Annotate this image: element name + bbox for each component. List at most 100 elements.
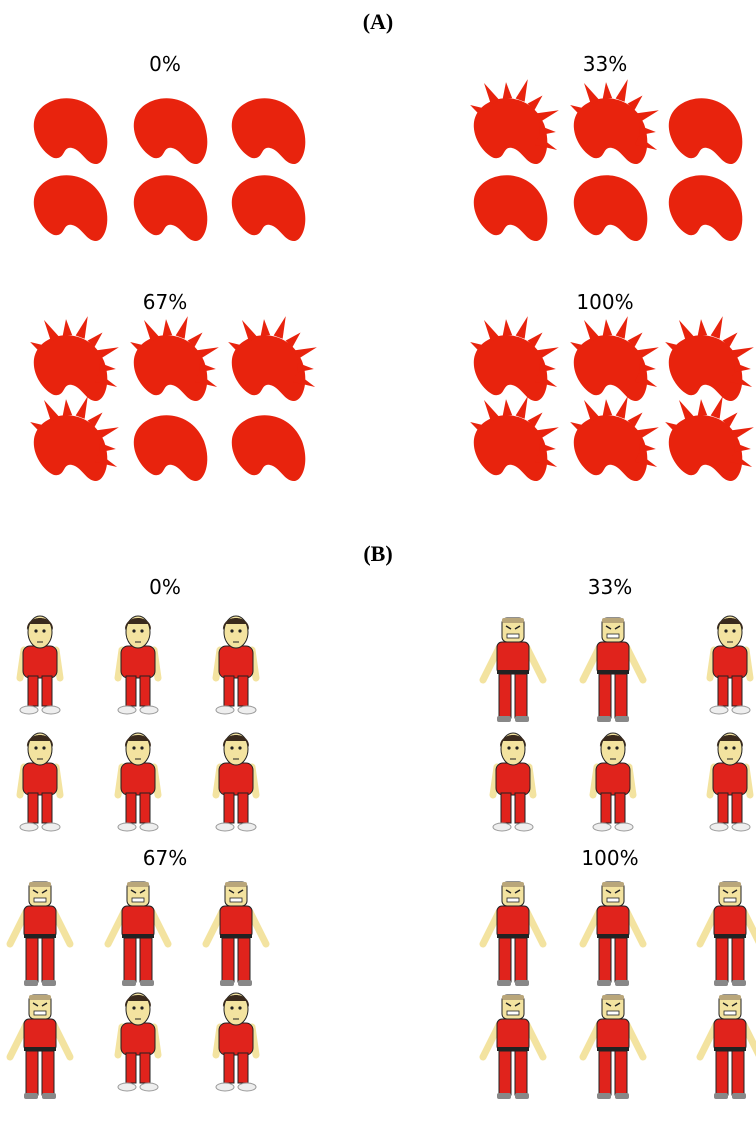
spike xyxy=(602,399,613,416)
hair xyxy=(124,735,152,747)
spike xyxy=(75,316,88,339)
torso xyxy=(22,645,58,679)
blob-body xyxy=(133,415,208,481)
spike xyxy=(536,347,559,360)
hair xyxy=(26,618,54,630)
spike xyxy=(294,347,317,360)
teeth xyxy=(229,897,243,903)
spike xyxy=(87,412,103,428)
spike xyxy=(570,105,587,118)
calm-person xyxy=(706,615,754,715)
shoe-left xyxy=(497,716,511,722)
spike xyxy=(187,332,203,348)
torso xyxy=(496,641,530,675)
spiky-blob xyxy=(470,316,559,401)
torso xyxy=(496,905,530,939)
blob-body xyxy=(668,415,743,481)
blob-body xyxy=(573,98,648,164)
calm-person xyxy=(706,732,754,832)
shoe-right xyxy=(139,705,159,715)
arms xyxy=(6,1021,74,1061)
belt xyxy=(122,934,154,938)
calm-person xyxy=(589,732,637,832)
spike xyxy=(627,95,643,111)
spike xyxy=(639,442,656,453)
group-label: 33% xyxy=(588,575,632,599)
spiky-blob xyxy=(30,396,119,481)
blob-body xyxy=(33,175,108,241)
hair xyxy=(602,882,624,887)
spike xyxy=(470,105,487,118)
hair xyxy=(26,735,54,747)
blob-body xyxy=(133,175,208,241)
spike xyxy=(615,79,628,102)
arms xyxy=(479,644,547,684)
eye-right xyxy=(140,746,144,750)
shoe-left xyxy=(117,705,137,715)
stimulus-group: 0% xyxy=(16,575,260,832)
spike xyxy=(729,453,753,467)
belt xyxy=(24,934,56,938)
shoe-left xyxy=(492,822,512,832)
spike xyxy=(665,422,682,435)
torso xyxy=(218,1022,254,1056)
spike xyxy=(130,342,147,355)
calm-person xyxy=(16,732,64,832)
stimulus-group: 100% xyxy=(470,290,754,481)
shoe-right xyxy=(139,822,159,832)
hair xyxy=(719,882,741,887)
spike xyxy=(722,332,738,348)
arms xyxy=(479,908,547,948)
hair xyxy=(716,618,744,630)
spike xyxy=(602,82,613,99)
shoe-right xyxy=(515,1093,529,1099)
blob-body xyxy=(473,175,548,241)
torso xyxy=(120,762,156,796)
eye-right xyxy=(42,746,46,750)
blob-body xyxy=(231,415,306,481)
leg-right xyxy=(614,792,626,824)
leg-right xyxy=(731,1050,745,1096)
panel-title: (A) xyxy=(363,9,394,34)
arms xyxy=(202,908,270,948)
spike xyxy=(297,362,314,373)
spiky-blob xyxy=(665,396,754,481)
shoe-right xyxy=(237,822,257,832)
group-label: 0% xyxy=(149,52,181,76)
stimulus-group: 33% xyxy=(470,52,743,241)
leg-left xyxy=(498,1050,512,1096)
torso xyxy=(596,1018,630,1052)
shoe-left xyxy=(497,980,511,986)
torso xyxy=(495,762,531,796)
torso xyxy=(120,1022,156,1056)
blob-body xyxy=(668,175,743,241)
leg-left xyxy=(717,792,729,824)
eye-left xyxy=(724,629,728,633)
shoe-right xyxy=(41,705,61,715)
leg-right xyxy=(514,792,526,824)
panel-title: (B) xyxy=(363,541,392,566)
eye-left xyxy=(132,629,136,633)
blob-body xyxy=(573,335,648,401)
shoe-right xyxy=(139,1082,159,1092)
leg-left xyxy=(598,673,612,719)
spike xyxy=(96,427,119,440)
spike xyxy=(534,453,558,467)
torso xyxy=(712,762,748,796)
spiky-blob xyxy=(130,316,219,401)
torso xyxy=(713,1018,747,1052)
hair xyxy=(599,735,627,747)
smooth-blob xyxy=(231,415,306,481)
spiky-blob xyxy=(570,79,659,164)
hair xyxy=(29,882,51,887)
brows xyxy=(722,1002,738,1007)
hair xyxy=(225,882,247,887)
spike xyxy=(292,373,316,387)
shoe-left xyxy=(117,1082,137,1092)
teeth xyxy=(33,1010,47,1016)
eye-right xyxy=(140,1006,144,1010)
eye-right xyxy=(615,746,619,750)
eye-left xyxy=(607,746,611,750)
spike xyxy=(199,362,216,373)
